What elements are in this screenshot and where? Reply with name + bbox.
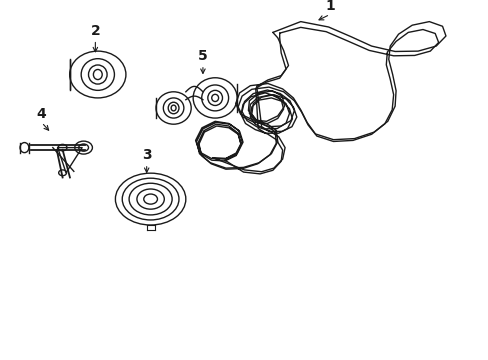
Text: 4: 4 [37, 107, 46, 121]
Text: 5: 5 [198, 49, 207, 63]
Text: 3: 3 [142, 148, 151, 162]
Text: 1: 1 [325, 0, 334, 13]
Text: 2: 2 [90, 24, 100, 38]
